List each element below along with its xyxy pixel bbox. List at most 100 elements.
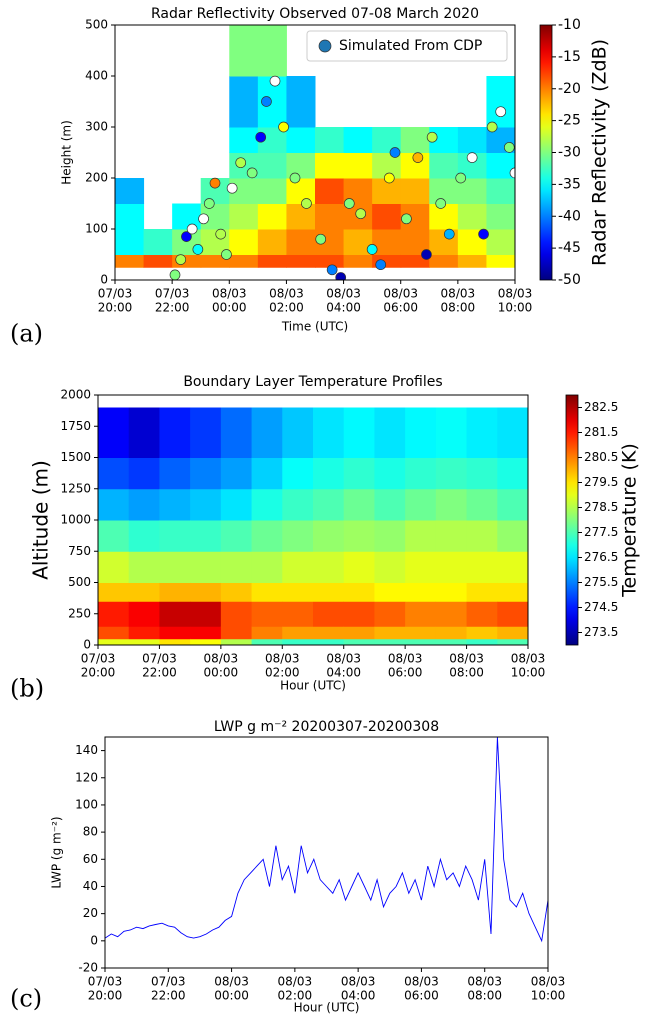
scatter-point	[389, 147, 401, 158]
heat-cell	[497, 457, 528, 490]
heat-cell	[486, 229, 515, 255]
chart-title: Radar Reflectivity Observed 07-08 March …	[151, 6, 479, 22]
heat-cell	[497, 626, 528, 640]
panel: 07/0320:0007/0322:0008/0300:0008/0302:00…	[10, 719, 565, 1014]
x-tick-label: 04:00	[326, 666, 361, 680]
heat-cell	[435, 407, 468, 458]
x-tick-label: 06:00	[383, 301, 418, 315]
y-tick-label: 40	[83, 879, 98, 893]
scatter-point	[401, 213, 412, 225]
heat-cell	[190, 457, 222, 490]
y-tick-label: 20	[83, 906, 98, 920]
x-tick-label: 07/03	[81, 652, 116, 666]
heat-cell	[229, 203, 259, 230]
heat-cell	[220, 407, 253, 458]
heat-cell	[497, 407, 528, 458]
colorbar-tick-label: -30	[558, 145, 581, 161]
colorbar-tick-label: -35	[558, 176, 581, 192]
heat-cell	[435, 457, 468, 490]
heat-cell	[374, 551, 406, 583]
heat-cell	[486, 203, 515, 230]
heat-cell	[343, 407, 375, 458]
y-tick-label: 100	[75, 797, 98, 811]
heat-cell	[251, 457, 283, 490]
y-tick-label: 140	[75, 743, 98, 757]
heat-cell	[128, 520, 160, 552]
heat-cell	[466, 626, 498, 640]
heat-cell	[190, 407, 222, 458]
y-tick-label: 60	[83, 852, 98, 866]
colorbar-tick-label: -50	[558, 272, 581, 288]
y-tick-label: 1750	[60, 419, 91, 433]
scatter-point	[255, 131, 267, 143]
heat-cell	[286, 229, 316, 255]
heat-cell	[457, 254, 487, 268]
heat-cell	[343, 601, 375, 627]
heat-cell	[313, 551, 345, 583]
heat-cell	[343, 152, 373, 179]
heat-cell	[313, 407, 345, 458]
heat-cell	[457, 127, 487, 153]
y-tick-label: 1250	[60, 481, 91, 495]
heat-cell	[220, 520, 253, 552]
colorbar-tick-label: 282.5	[584, 400, 618, 414]
colorbar-tick-label: -15	[558, 49, 581, 65]
scatter-point	[278, 121, 289, 133]
y-tick-label: 2000	[60, 388, 91, 402]
scatter-point	[209, 177, 221, 189]
heat-cell	[282, 601, 314, 627]
x-tick-label: 10:00	[511, 666, 546, 680]
scatter-point	[426, 131, 438, 143]
x-tick-label: 08/03	[278, 975, 313, 989]
x-tick-label: 08/03	[498, 287, 533, 301]
heat-cell	[159, 407, 191, 458]
x-tick-label: 07/03	[151, 975, 186, 989]
heat-cell	[251, 520, 283, 552]
heat-cell	[405, 638, 437, 645]
heat-cell	[286, 254, 316, 268]
heat-cell	[98, 551, 130, 583]
heat-cell	[343, 520, 375, 552]
y-tick-label: 300	[85, 120, 108, 134]
heat-cell	[286, 127, 316, 153]
heat-cell	[229, 76, 259, 128]
colorbar-tick-label: -10	[558, 17, 581, 33]
scatter-point	[412, 152, 424, 163]
x-tick-label: 22:00	[142, 666, 177, 680]
heat-cell	[220, 601, 253, 627]
heat-cell	[343, 626, 375, 640]
heat-cell	[313, 488, 345, 521]
x-tick-label: 08/03	[212, 287, 247, 301]
x-tick-label: 08:00	[467, 989, 502, 1003]
heat-cell	[115, 203, 145, 230]
heat-cell	[374, 407, 406, 458]
x-tick-label: 02:00	[278, 989, 313, 1003]
heat-cell	[466, 601, 498, 627]
heat-cell	[128, 407, 160, 458]
chart-title: LWP g m⁻² 20200307-20200308	[214, 719, 439, 735]
heat-cell	[497, 520, 528, 552]
colorbar-tick-label: -45	[558, 240, 581, 256]
panel-letter: (a)	[10, 320, 43, 348]
heat-cell	[220, 551, 253, 583]
heat-cell	[315, 152, 345, 179]
x-axis-label: Hour (UTC)	[294, 1001, 360, 1014]
heat-cell	[374, 601, 406, 627]
heat-cell	[257, 254, 287, 268]
heat-cell	[405, 457, 437, 490]
x-tick-label: 06:00	[388, 666, 423, 680]
colorbar-tick-label: 277.5	[584, 525, 618, 539]
scatter-point	[235, 157, 247, 169]
heat-cell	[282, 520, 314, 552]
scatter-point	[509, 167, 515, 179]
heat-cell	[374, 488, 406, 521]
heat-cell	[159, 626, 191, 640]
x-tick-label: 07/03	[155, 287, 190, 301]
heat-cell	[405, 488, 437, 521]
y-tick-label: 500	[85, 18, 108, 32]
heat-cell	[313, 601, 345, 627]
y-tick-label: 1500	[60, 450, 91, 464]
heat-cell	[343, 457, 375, 490]
heat-cell	[343, 127, 373, 153]
heat-cell	[220, 582, 253, 602]
